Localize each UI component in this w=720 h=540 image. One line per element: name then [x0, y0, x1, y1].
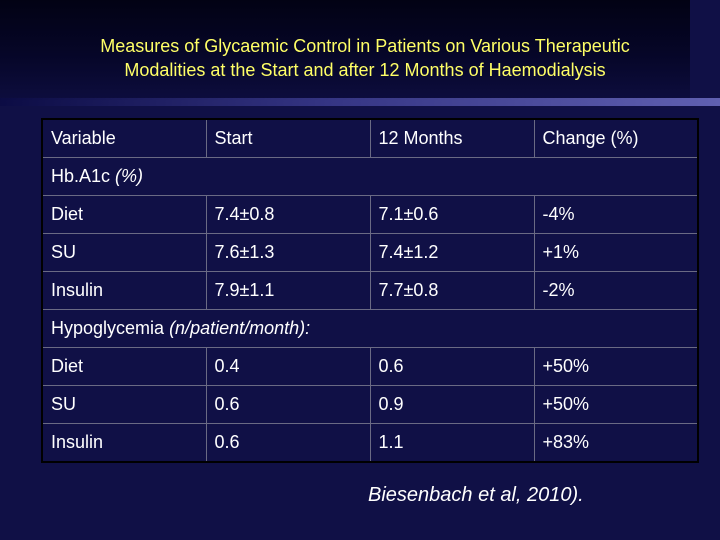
- slide-title: Measures of Glycaemic Control in Patient…: [40, 34, 690, 82]
- table-cell: 7.9±1.1: [205, 271, 371, 310]
- header-row: Variable Start 12 Months Change (%): [41, 118, 699, 158]
- title-underline: [0, 98, 720, 106]
- table-cell: 7.6±1.3: [205, 233, 371, 272]
- section-row-hypoglycemia: Hypoglycemia (n/patient/month):: [41, 309, 699, 348]
- table-cell: +50%: [533, 385, 699, 424]
- table-cell: Insulin: [41, 423, 207, 463]
- section-label-cell: Hb.A1c (%): [41, 157, 699, 196]
- table-cell: +83%: [533, 423, 699, 463]
- table-row: SU 0.6 0.9 +50%: [41, 385, 699, 424]
- table-cell: Insulin: [41, 271, 207, 310]
- slide-title-line-2: Modalities at the Start and after 12 Mon…: [124, 60, 606, 80]
- section-label: Hb.A1c: [51, 166, 111, 186]
- table-cell: -2%: [533, 271, 699, 310]
- header-cell: Start: [205, 118, 371, 158]
- slide-title-line-1: Measures of Glycaemic Control in Patient…: [100, 36, 630, 56]
- table-cell: 0.9: [369, 385, 535, 424]
- table-row: Insulin 0.6 1.1 +83%: [41, 423, 699, 463]
- table-cell: 0.4: [205, 347, 371, 386]
- table-cell: 7.1±0.6: [369, 195, 535, 234]
- section-row-hba1c: Hb.A1c (%): [41, 157, 699, 196]
- table-cell: SU: [41, 233, 207, 272]
- table-cell: +50%: [533, 347, 699, 386]
- table-row: Diet 0.4 0.6 +50%: [41, 347, 699, 386]
- table-cell: Diet: [41, 195, 207, 234]
- citation: Biesenbach et al, 2010).: [368, 484, 584, 506]
- table-cell: SU: [41, 385, 207, 424]
- table-cell: -4%: [533, 195, 699, 234]
- section-label: Hypoglycemia: [51, 318, 165, 338]
- title-band: [0, 0, 690, 100]
- glycaemic-control-table: Variable Start 12 Months Change (%) Hb.A…: [41, 118, 699, 463]
- header-cell: 12 Months: [369, 118, 535, 158]
- table-row: Diet 7.4±0.8 7.1±0.6 -4%: [41, 195, 699, 234]
- table-cell: 7.4±1.2: [369, 233, 535, 272]
- table-cell: 7.7±0.8: [369, 271, 535, 310]
- table-cell: 1.1: [369, 423, 535, 463]
- header-cell: Change (%): [533, 118, 699, 158]
- section-unit: (%): [115, 166, 144, 186]
- table-row: Insulin 7.9±1.1 7.7±0.8 -2%: [41, 271, 699, 310]
- header-cell: Variable: [41, 118, 207, 158]
- table-cell: 0.6: [205, 423, 371, 463]
- table-cell: Diet: [41, 347, 207, 386]
- table-cell: 0.6: [205, 385, 371, 424]
- table-cell: 0.6: [369, 347, 535, 386]
- section-unit: (n/patient/month):: [169, 318, 311, 338]
- section-label-cell: Hypoglycemia (n/patient/month):: [41, 309, 699, 348]
- table-row: SU 7.6±1.3 7.4±1.2 +1%: [41, 233, 699, 272]
- table-cell: +1%: [533, 233, 699, 272]
- table-cell: 7.4±0.8: [205, 195, 371, 234]
